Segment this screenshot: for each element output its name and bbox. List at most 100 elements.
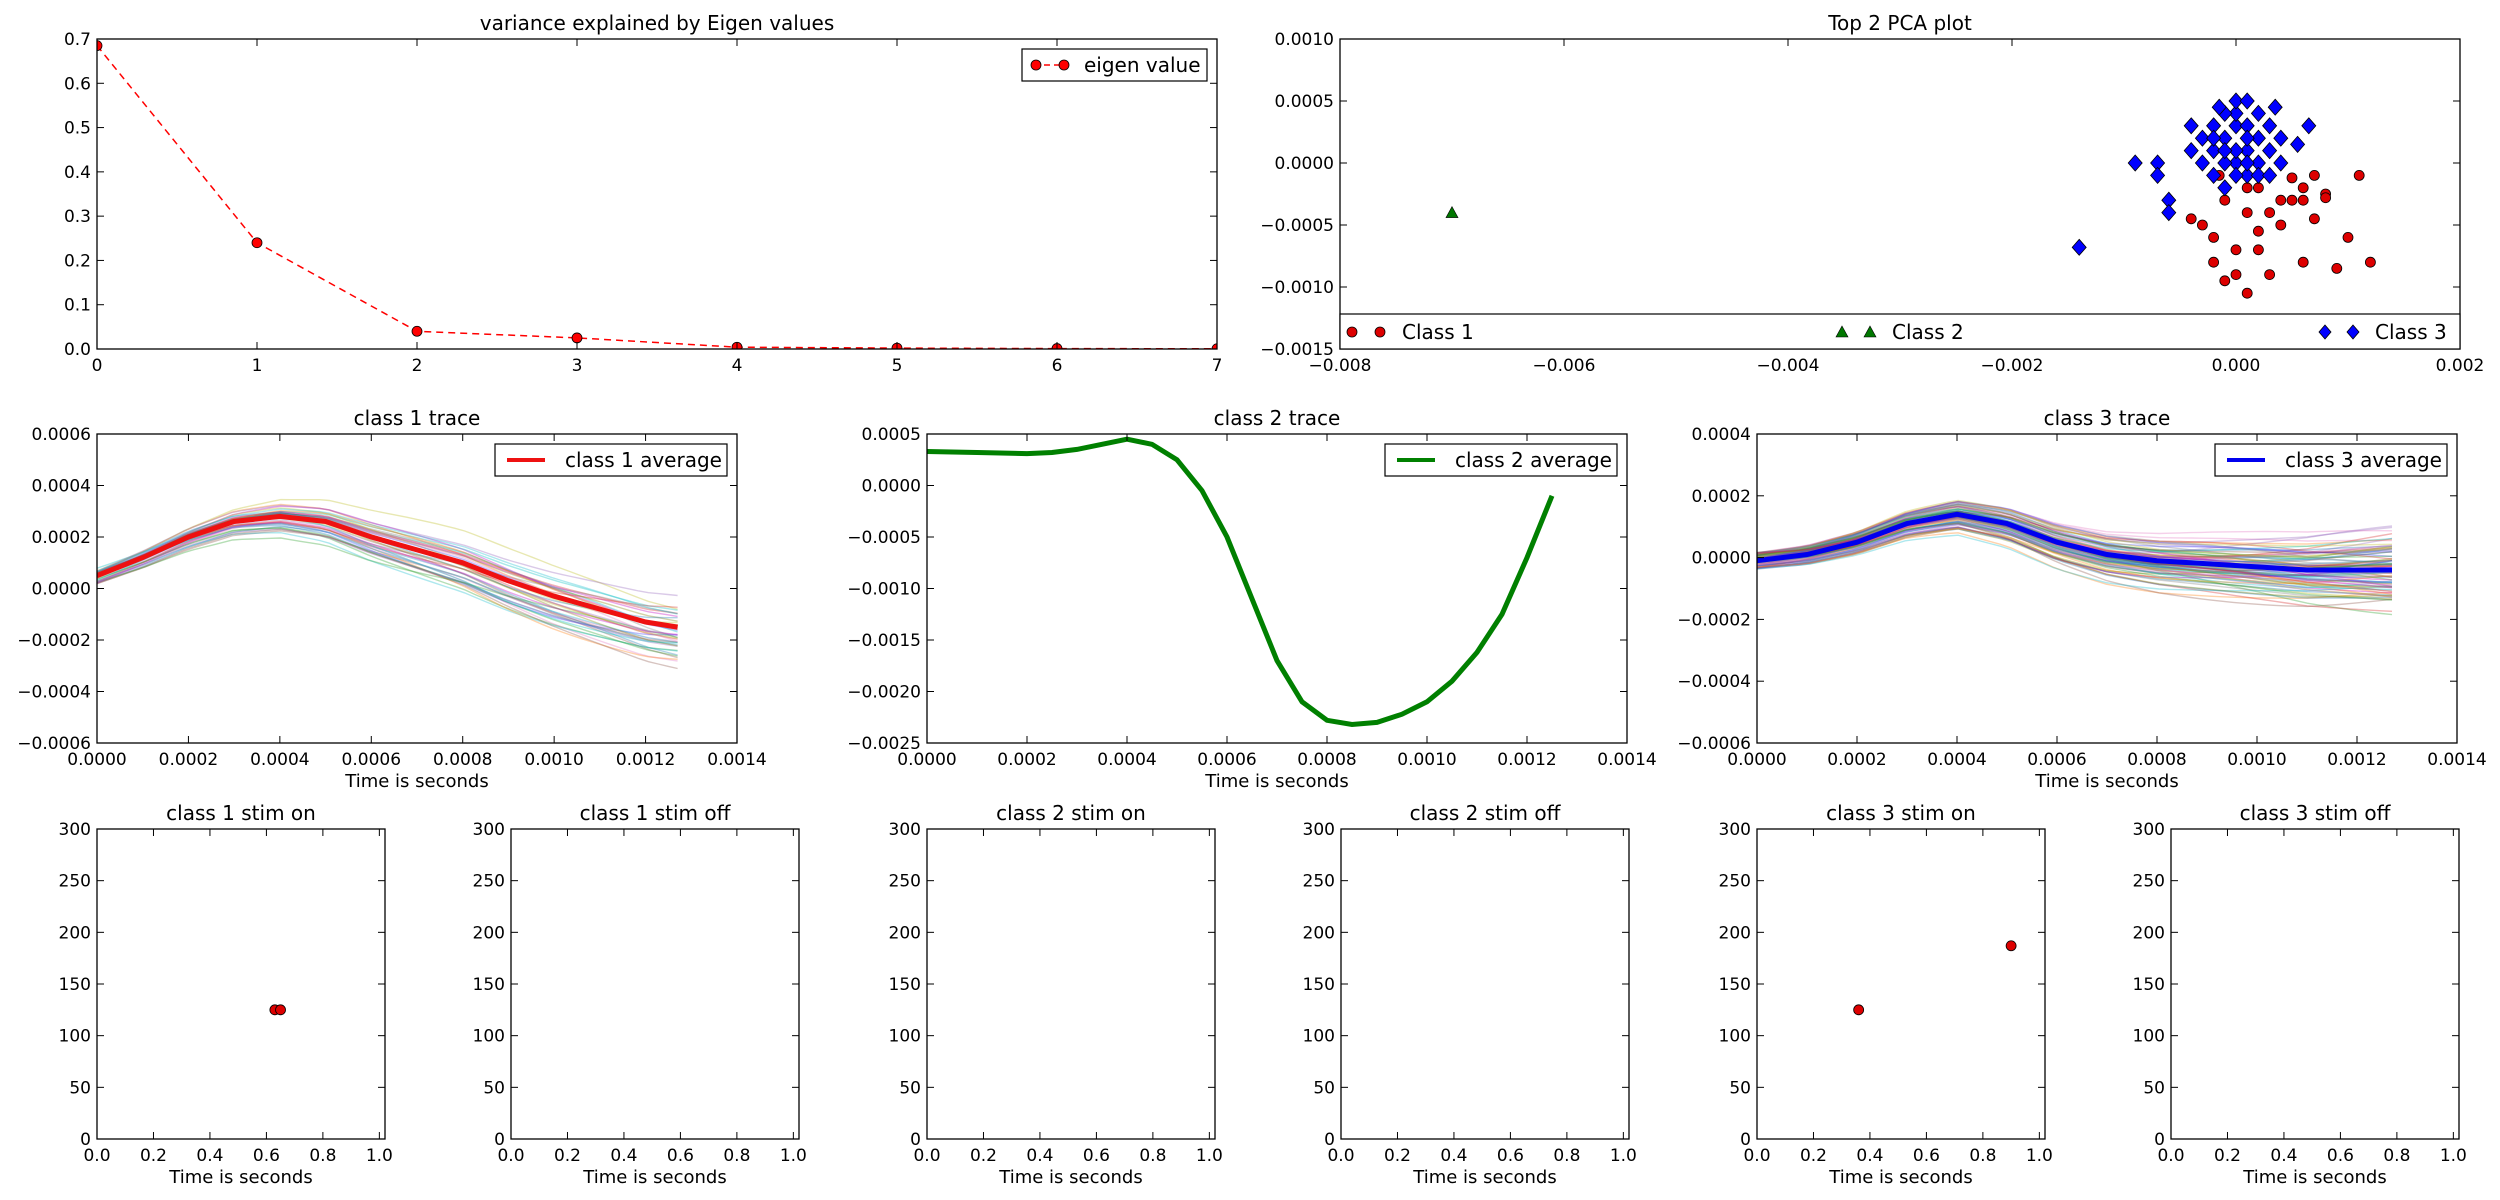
y-tick-label: −0.0010 [1260,278,1334,298]
x-tick-label: 0.8 [1969,1146,1996,1166]
x-tick-label: 0.0000 [67,750,126,770]
trace-line [97,524,678,646]
legend-label: Class 2 [1892,320,1964,344]
x-tick-label: 0.6 [1083,1146,1110,1166]
y-tick-label: 150 [59,975,91,995]
trace-line [1757,508,2393,581]
data-point [2252,225,2264,237]
axes-frame [1339,38,2461,350]
trace-line [97,527,678,657]
data-point [2320,192,2332,204]
x-tick-label: 0.0004 [1097,750,1156,770]
y-tick-label: 0.0005 [1275,92,1334,112]
y-tick-label: 100 [59,1027,91,1047]
data-point [2230,244,2242,256]
series-line [1757,511,2392,573]
y-tick-label: 50 [2143,1078,2165,1098]
trace-line [1757,521,2393,583]
y-tick-label: 50 [483,1078,505,1098]
data-point [2219,194,2231,206]
data-point [2150,166,2166,185]
plot-area [97,40,1217,349]
trace-line [97,525,678,656]
x-tick-label: −0.008 [1309,356,1372,376]
y-tick-label: 100 [1719,1027,1751,1047]
axes-frame [96,433,738,744]
y-tick-label: 300 [1303,820,1335,840]
trace-line [1757,504,2393,559]
x-tick-label: 1.0 [2026,1146,2053,1166]
y-tick-label: 250 [2133,872,2165,892]
trace-line [97,537,678,639]
y-tick-label: 300 [59,820,91,840]
y-tick-label: 50 [899,1078,921,1098]
trace-line [97,507,678,624]
data-point [2228,166,2244,185]
y-tick-label: 100 [1303,1027,1335,1047]
plot-area [269,1004,286,1016]
y-tick-label: 150 [1303,975,1335,995]
trace-line [1757,518,2393,597]
y-tick-label: 200 [889,923,921,943]
trace-line [1757,522,2393,598]
chart-class2trace: 0.0000 0.0002 0.0004 0.0006 0.0008 0.0010 0.00… [847,406,1656,792]
x-tick-label: 0.0000 [897,750,956,770]
x-tick-label: 0.0008 [1297,750,1356,770]
trace-line [1757,524,2393,598]
plot-area [927,436,1555,728]
data-point [2252,244,2264,256]
x-axis-label: Time is seconds [2034,771,2178,792]
y-tick-label: 250 [1719,872,1751,892]
axes-frame [2170,828,2460,1140]
axes-frame [1756,433,2458,744]
data-point [2211,98,2227,116]
data-point [2228,117,2244,135]
data-point [2217,154,2233,172]
trace-line [1757,501,2393,560]
data-point [2239,129,2255,147]
y-tick-label: 300 [2133,820,2165,840]
y-tick-label: 150 [2133,975,2165,995]
x-tick-label: 1 [252,356,263,376]
chart-title: variance explained by Eigen values [480,11,835,35]
data-point [2217,179,2233,197]
x-tick-label: 0.0008 [433,750,492,770]
x-tick-label: 0.2 [970,1146,997,1166]
y-tick-label: −0.0006 [1677,734,1751,754]
trace-line [1757,505,2393,554]
x-tick-label: −0.006 [1533,356,1596,376]
y-tick-label: 0.0005 [862,425,921,445]
trace-line [1757,510,2393,574]
trace-line [97,504,678,597]
data-point [2364,256,2376,268]
x-tick-label: 0.2 [1800,1146,1827,1166]
series-line [97,45,1217,349]
axes-frame [96,828,386,1140]
axes-frame [96,38,1218,350]
trace-line [97,511,678,618]
data-point [2262,166,2278,185]
y-tick-label: 0 [2154,1130,2165,1150]
trace-line [1757,521,2393,588]
trace-line [1757,522,2393,608]
data-point [2196,219,2208,231]
legend-label: class 1 average [565,448,722,472]
y-tick-label: 200 [1719,923,1751,943]
chart-s3on: 0.0 0.2 0.4 0.6 0.8 1.0 0 50 100 150 200 250 300 clas… [1719,801,2053,1188]
x-tick-label: 1.0 [1610,1146,1637,1166]
y-tick-label: 200 [1303,923,1335,943]
chart-s1on: 0.0 0.2 0.4 0.6 0.8 1.0 0 50 100 150 200 250 300 clas… [59,801,393,1188]
y-tick-label: 0.0000 [862,477,921,497]
data-point [2206,129,2222,147]
x-tick-label: 0.0002 [159,750,218,770]
data-point [2208,256,2220,268]
x-tick-label: 0.0 [1327,1146,1354,1166]
trace-line [1757,527,2393,612]
data-point [2267,98,2283,116]
x-tick-label: 0.0000 [1727,750,1786,770]
trace-line [1757,502,2393,556]
x-tick-label: 0.0010 [2227,750,2286,770]
x-tick-label: 1.0 [1196,1146,1223,1166]
legend: class 3 average [2214,443,2448,477]
x-tick-label: 0.8 [1139,1146,1166,1166]
